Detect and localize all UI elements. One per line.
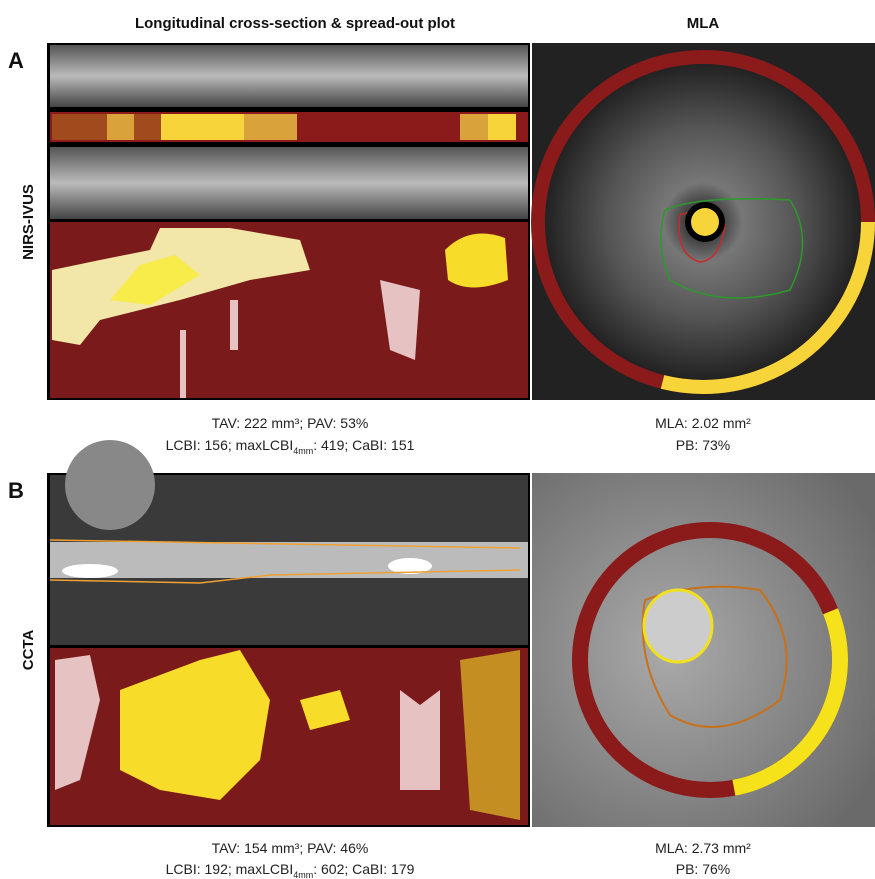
caption-part: : 602; CaBI: 179 xyxy=(313,861,414,877)
subscript: 4mm xyxy=(293,870,313,879)
caption: PB: 73% xyxy=(676,437,730,453)
caption: LCBI: 156; maxLCBI4mm: 419; CaBI: 151 xyxy=(166,437,415,456)
longitudinal-image xyxy=(47,440,530,827)
caption: MLA: 2.73 mm² xyxy=(655,840,751,856)
modality: NIRS-IVUS xyxy=(20,184,37,260)
panel-letter: A xyxy=(8,48,24,73)
panel-letter: B xyxy=(8,478,24,503)
caption-part: : 419; CaBI: 151 xyxy=(313,437,414,453)
ct-frame xyxy=(532,473,875,829)
modality: CCTA xyxy=(20,630,37,671)
figure: Longitudinal cross-section & spread-out … xyxy=(0,0,875,879)
caption: TAV: 222 mm³; PAV: 53% xyxy=(212,415,369,431)
caption: TAV: 154 mm³; PAV: 46% xyxy=(212,840,369,856)
left-title: Longitudinal cross-section & spread-out … xyxy=(135,15,455,32)
caption: LCBI: 192; maxLCBI4mm: 602; CaBI: 179 xyxy=(166,861,415,879)
caption: MLA: 2.02 mm² xyxy=(655,415,751,431)
subscript: 4mm xyxy=(293,446,313,456)
right-title: MLA xyxy=(687,15,720,32)
caption: PB: 76% xyxy=(676,861,730,877)
longitudinal-image xyxy=(47,43,530,400)
caption-part: LCBI: 156; maxLCBI xyxy=(166,437,294,453)
caption-part: LCBI: 192; maxLCBI xyxy=(166,861,294,877)
ivus-frame xyxy=(532,43,875,400)
